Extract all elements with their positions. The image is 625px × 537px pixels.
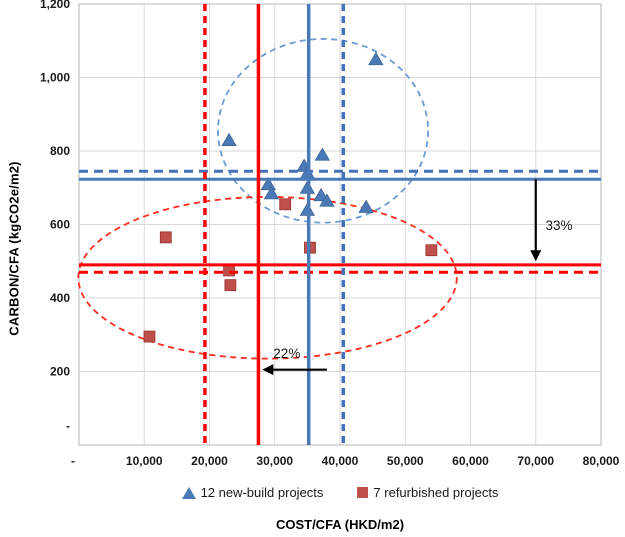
svg-text:50,000: 50,000 (387, 454, 424, 468)
svg-text:20,000: 20,000 (191, 454, 228, 468)
svg-text:600: 600 (50, 218, 70, 232)
svg-text:1,000: 1,000 (40, 71, 70, 85)
svg-text:40,000: 40,000 (322, 454, 359, 468)
legend-label-refurbished: 7 refurbished projects (373, 485, 499, 500)
svg-text:60,000: 60,000 (452, 454, 489, 468)
svg-text:1,200: 1,200 (40, 0, 70, 11)
y-axis-title: CARBON/CFA (kgCO2e/m2) (6, 161, 22, 336)
svg-text:22%: 22% (273, 346, 300, 361)
legend-label-new-build: 12 new-build projects (200, 485, 324, 500)
svg-text:80,000: 80,000 (583, 454, 620, 468)
svg-text:10,000: 10,000 (126, 454, 163, 468)
svg-text:-: - (71, 454, 75, 468)
svg-text:33%: 33% (546, 218, 573, 233)
svg-text:70,000: 70,000 (517, 454, 554, 468)
svg-text:30,000: 30,000 (256, 454, 293, 468)
svg-text:400: 400 (50, 291, 70, 305)
x-axis-title: COST/CFA (HKD/m2) (275, 517, 405, 532)
legend-entry-new-build: 12 new-build projects (181, 485, 324, 500)
svg-text:-: - (66, 419, 70, 433)
svg-text:200: 200 (50, 365, 70, 379)
svg-text:800: 800 (50, 144, 70, 158)
triangle-marker-icon (181, 486, 196, 499)
legend: 12 new-build projects 7 refurbished proj… (79, 485, 601, 500)
square-marker-icon (357, 487, 369, 498)
legend-entry-refurbished: 7 refurbished projects (357, 485, 498, 500)
